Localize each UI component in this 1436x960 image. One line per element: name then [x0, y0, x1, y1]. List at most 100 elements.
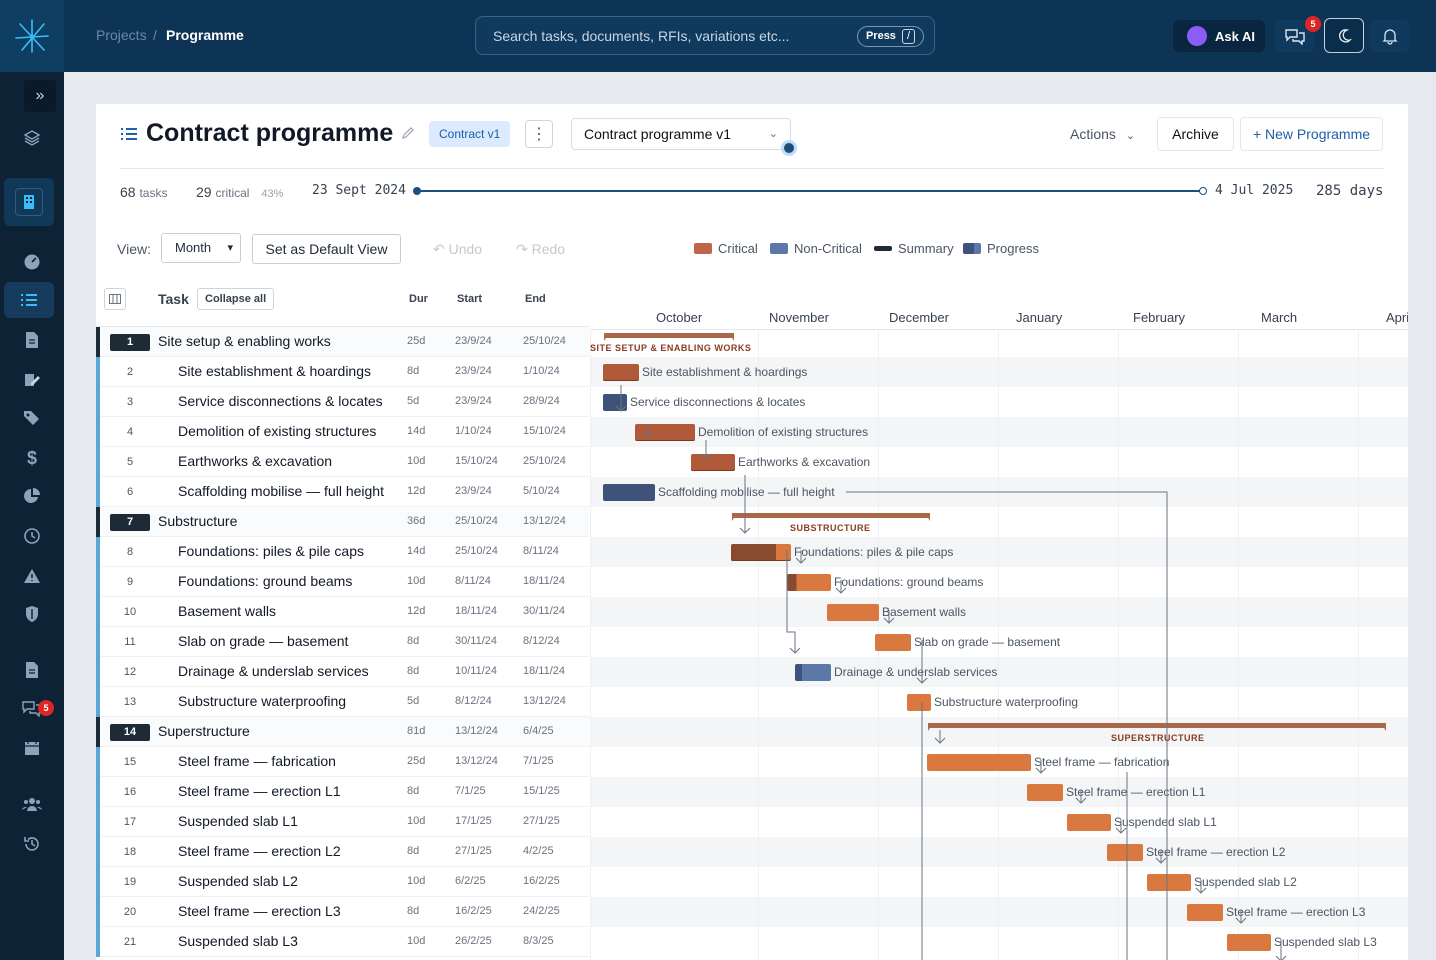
table-row[interactable]: 5 Earthworks & excavation 10d 15/10/24 25/10… — [96, 447, 589, 477]
table-row[interactable]: 16 Steel frame — erection L1 8d 7/1/25 15/1/… — [96, 777, 589, 807]
sidebar-item-safety[interactable] — [14, 596, 50, 632]
ask-ai-button[interactable]: Ask AI — [1173, 20, 1265, 52]
task-bar[interactable] — [603, 394, 627, 411]
chat-button[interactable]: 5 — [1275, 16, 1321, 52]
collapse-all-button[interactable]: Collapse all — [197, 288, 275, 310]
sidebar-item-risks[interactable] — [14, 558, 50, 594]
task-name[interactable]: Slab on grade — basement — [178, 633, 349, 649]
table-row[interactable]: 3 Service disconnections & locates 5d 23/9/… — [96, 387, 589, 417]
new-programme-button[interactable]: + New Programme — [1240, 117, 1383, 151]
task-bar[interactable] — [795, 664, 831, 681]
task-name[interactable]: Foundations: ground beams — [178, 573, 353, 589]
summary-bar[interactable] — [732, 513, 930, 521]
task-bar[interactable] — [635, 424, 695, 441]
task-name[interactable]: Substructure waterproofing — [178, 693, 347, 709]
sidebar-item-time[interactable] — [14, 518, 50, 554]
task-name[interactable]: Site establishment & hoardings — [178, 363, 371, 379]
sidebar-item-finance[interactable]: $ — [14, 440, 50, 476]
task-bar[interactable] — [787, 574, 831, 591]
table-row[interactable]: 13 Substructure waterproofing 5d 8/12/24 13/… — [96, 687, 589, 717]
task-name[interactable]: Substructure — [158, 513, 238, 529]
programme-select[interactable]: Contract programme v1 ⌄ — [571, 118, 791, 150]
actions-dropdown[interactable]: Actions ⌄ — [1070, 126, 1135, 142]
task-name[interactable]: Basement walls — [178, 603, 277, 619]
task-bar[interactable] — [1147, 874, 1191, 891]
sidebar-item-calendar[interactable] — [14, 730, 50, 766]
view-select[interactable]: Month ▾ — [161, 233, 241, 263]
task-bar[interactable] — [603, 484, 655, 501]
table-row[interactable]: 15 Steel frame — fabrication 25d 13/12/24 7/… — [96, 747, 589, 777]
table-row[interactable]: 10 Basement walls 12d 18/11/24 30/11/24 — [96, 597, 589, 627]
sidebar-expand[interactable]: » — [24, 80, 56, 112]
breadcrumb-projects[interactable]: Projects — [96, 27, 147, 43]
table-row[interactable]: 21 Suspended slab L3 10d 26/2/25 8/3/25 — [96, 927, 589, 957]
table-row[interactable]: 18 Steel frame — erection L2 8d 27/1/25 4/2/… — [96, 837, 589, 867]
undo-button[interactable]: ↶ Undo — [433, 241, 482, 258]
task-name[interactable]: Scaffolding mobilise — full height — [178, 483, 384, 499]
sidebar-item-tags[interactable] — [14, 400, 50, 436]
summary-bar[interactable] — [928, 723, 1386, 731]
task-name[interactable]: Suspended slab L1 — [178, 813, 298, 829]
table-row[interactable]: 8 Foundations: piles & pile caps 14d 25/10/… — [96, 537, 589, 567]
sidebar-item-team[interactable] — [14, 786, 50, 822]
task-name[interactable]: Superstructure — [158, 723, 250, 739]
sidebar-item-layers[interactable] — [14, 120, 50, 156]
table-row[interactable]: 6 Scaffolding mobilise — full height 12d 23… — [96, 477, 589, 507]
task-bar[interactable] — [1027, 784, 1063, 801]
sidebar-item-programme[interactable] — [4, 282, 54, 318]
task-bar[interactable] — [1187, 904, 1223, 921]
task-bar[interactable] — [875, 634, 911, 651]
table-row[interactable]: 20 Steel frame — erection L3 8d 16/2/25 24/2… — [96, 897, 589, 927]
table-row[interactable]: 17 Suspended slab L1 10d 17/1/25 27/1/25 — [96, 807, 589, 837]
sidebar-item-edit[interactable] — [14, 362, 50, 398]
task-name[interactable]: Steel frame — erection L2 — [178, 843, 341, 859]
summary-bar[interactable] — [604, 333, 734, 341]
drag-handle[interactable] — [781, 140, 797, 156]
task-bar[interactable] — [927, 754, 1031, 771]
sidebar-item-documents[interactable] — [14, 322, 50, 358]
table-row[interactable]: 11 Slab on grade — basement 8d 30/11/24 8/12… — [96, 627, 589, 657]
task-bar[interactable] — [603, 364, 639, 381]
task-name[interactable]: Suspended slab L3 — [178, 933, 298, 949]
task-name[interactable]: Steel frame — fabrication — [178, 753, 336, 769]
task-bar[interactable] — [1067, 814, 1111, 831]
task-bar[interactable] — [691, 454, 735, 471]
table-row[interactable]: 9 Foundations: ground beams 10d 8/11/24 18/1… — [96, 567, 589, 597]
notifications-button[interactable] — [1370, 20, 1410, 52]
pencil-icon[interactable] — [401, 126, 415, 140]
logo[interactable] — [0, 0, 64, 72]
task-bar[interactable] — [907, 694, 931, 711]
summary-row[interactable]: 14 Superstructure 81d 13/12/24 6/4/25 — [96, 717, 589, 747]
sidebar-item-building[interactable] — [4, 178, 54, 226]
sidebar-item-files[interactable] — [14, 652, 50, 688]
search-input[interactable]: Search tasks, documents, RFIs, variation… — [475, 16, 935, 55]
sidebar-item-history[interactable] — [14, 826, 50, 862]
task-name[interactable]: Earthworks & excavation — [178, 453, 333, 469]
sidebar-item-dashboard[interactable] — [14, 244, 50, 280]
task-name[interactable]: Foundations: piles & pile caps — [178, 543, 364, 559]
sidebar-item-reports[interactable] — [14, 478, 50, 514]
table-row[interactable]: 19 Suspended slab L2 10d 6/2/25 16/2/25 — [96, 867, 589, 897]
table-row[interactable]: 4 Demolition of existing structures 14d 1/1… — [96, 417, 589, 447]
archive-button[interactable]: Archive — [1157, 117, 1234, 151]
sidebar-item-chat[interactable]: 5 — [14, 690, 54, 726]
columns-button[interactable] — [104, 288, 126, 310]
task-name[interactable]: Steel frame — erection L1 — [178, 783, 341, 799]
task-bar[interactable] — [731, 544, 791, 561]
theme-toggle-button[interactable] — [1324, 18, 1364, 53]
table-row[interactable]: 2 Site establishment & hoardings 8d 23/9/24… — [96, 357, 589, 387]
summary-row[interactable]: 1 Site setup & enabling works 25d 23/9/24 25… — [96, 327, 589, 357]
set-default-view-button[interactable]: Set as Default View — [252, 234, 401, 264]
redo-button[interactable]: ↷ Redo — [516, 241, 565, 258]
task-bar[interactable] — [1227, 934, 1271, 951]
task-name[interactable]: Suspended slab L2 — [178, 873, 298, 889]
task-name[interactable]: Steel frame — erection L3 — [178, 903, 341, 919]
more-options-button[interactable]: ⋮ — [525, 120, 553, 148]
table-row[interactable]: 12 Drainage & underslab services 8d 10/11/2… — [96, 657, 589, 687]
task-name[interactable]: Service disconnections & locates — [178, 393, 383, 409]
task-name[interactable]: Demolition of existing structures — [178, 423, 377, 439]
task-bar[interactable] — [827, 604, 879, 621]
task-bar[interactable] — [1107, 844, 1143, 861]
task-name[interactable]: Drainage & underslab services — [178, 663, 369, 679]
summary-row[interactable]: 7 Substructure 36d 25/10/24 13/12/24 — [96, 507, 589, 537]
